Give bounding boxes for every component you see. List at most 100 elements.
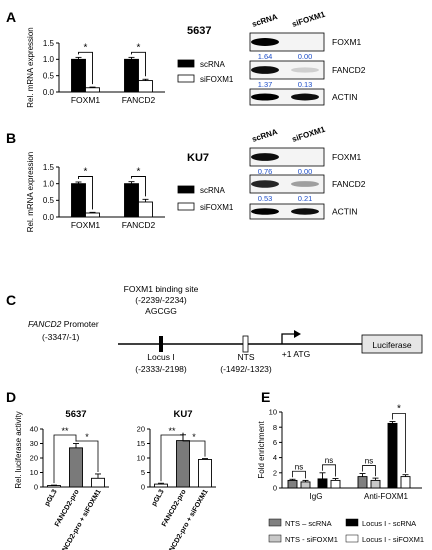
significance-label: ns xyxy=(295,462,303,471)
promoter-diagram: FOXM1 binding site (-2239/-2234) AGCGG F… xyxy=(28,284,423,374)
blot-row-label: ACTIN xyxy=(332,207,358,217)
significance-bracket xyxy=(292,470,306,479)
y-tick-label: 0 xyxy=(34,483,38,492)
blot-band xyxy=(291,93,319,101)
y-tick-label: 20 xyxy=(137,425,145,434)
significance-bracket xyxy=(131,176,146,197)
y-tick-label: 0.5 xyxy=(43,71,55,80)
blot-strip xyxy=(249,60,325,80)
bar-scrna xyxy=(71,183,86,218)
y-tick-label: 20 xyxy=(30,454,38,463)
blot-quantification: 0.13 xyxy=(298,80,313,89)
blot-quantification: 0.21 xyxy=(298,194,313,203)
blot-band xyxy=(291,181,319,187)
blot-band xyxy=(251,208,279,215)
binding-site-sequence: AGCGG xyxy=(145,306,177,316)
y-tick-label: 2 xyxy=(273,468,277,477)
binding-site-title: FOXM1 binding site xyxy=(124,284,199,294)
blot-quantification: 0.00 xyxy=(298,52,313,61)
x-tick-label: pGL3 xyxy=(44,488,59,507)
legend-swatch-locus-scrna xyxy=(345,518,359,527)
legend-label-nts-sifoxm1: NTS - siFOXM1 xyxy=(285,535,338,544)
tss-arrowhead-icon xyxy=(294,330,301,338)
blot-quantification: 1.64 xyxy=(258,52,273,61)
significance-bracket xyxy=(78,51,93,85)
blot-strip xyxy=(249,203,325,220)
legend-swatch-scrna xyxy=(177,185,195,194)
legend-swatch-nts-sifoxm1 xyxy=(268,534,282,543)
lane-label: siFOXM1 xyxy=(291,10,327,29)
panel-b-western-blot: scRNA siFOXM1 FOXM1 0.76 0.00 FANCD2 0.53 0.21 A… xyxy=(249,125,366,220)
panel-b-legend: scRNA siFOXM1 xyxy=(177,185,234,212)
legend-label-locus-sifoxm1: Locus I - siFOXM1 xyxy=(362,535,424,544)
blot-row-label: ACTIN xyxy=(332,92,358,102)
panel-e-letter: E xyxy=(261,389,270,405)
legend-swatch-locus-sifoxm1 xyxy=(345,534,359,543)
bar-sifoxm1 xyxy=(138,80,153,93)
bar-scrna xyxy=(124,58,139,93)
blot-band xyxy=(251,93,279,101)
blot-row-label: FOXM1 xyxy=(332,37,362,47)
legend-label-scrna: scRNA xyxy=(200,186,226,195)
x-tick-label: pGL3 xyxy=(151,488,166,507)
blot-quantification: 0.76 xyxy=(258,167,273,176)
luciferase-label: Luciferase xyxy=(372,340,411,350)
promoter-gene-name: FANCD2 xyxy=(28,319,62,329)
bar-luciferase xyxy=(198,459,212,488)
panel-b-chart: 0.0 0.5 1.0 1.5 Rel. mRNA expression FOXM1 * FA… xyxy=(26,152,165,232)
significance-label: ** xyxy=(61,426,69,436)
significance-label: * xyxy=(84,42,88,53)
blot-band xyxy=(251,180,279,188)
x-tick-label: FANCD2 xyxy=(122,220,156,230)
locus-i-range: (-2333/-2198) xyxy=(135,364,187,374)
y-tick-label: 8 xyxy=(273,423,277,432)
blot-strip xyxy=(249,88,325,106)
y-axis-label: Rel. mRNA expression xyxy=(26,152,35,232)
legend-swatch-sifoxm1 xyxy=(177,74,195,83)
bar-luciferase xyxy=(154,483,168,488)
panel-a-legend: scRNA siFOXM1 xyxy=(177,59,234,84)
bar-scrna xyxy=(124,183,139,218)
chart-title: KU7 xyxy=(173,409,192,420)
lane-label: scRNA xyxy=(251,127,279,144)
bar-sifoxm1 xyxy=(85,87,100,93)
bar-enrichment xyxy=(300,481,311,489)
y-tick-label: 0.0 xyxy=(43,88,55,97)
legend-label-sifoxm1: siFOXM1 xyxy=(200,75,234,84)
tss-arrow-icon xyxy=(281,333,296,344)
panel-e-legend: NTS – scRNA Locus I - scRNA NTS - siFOXM… xyxy=(268,518,424,544)
chart-title: 5637 xyxy=(65,409,86,420)
atg-label: +1 ATG xyxy=(282,349,310,359)
bar-enrichment xyxy=(370,479,381,489)
x-tick-label: FANCD2 xyxy=(122,95,156,105)
blot-band xyxy=(251,38,279,46)
locus-i-marker xyxy=(159,336,163,352)
bar-luciferase xyxy=(47,485,61,488)
blot-row-label: FANCD2 xyxy=(332,179,366,189)
y-axis-label: Fold enrichment xyxy=(257,421,266,479)
legend-label-scrna: scRNA xyxy=(200,60,226,69)
nts-marker xyxy=(242,335,249,353)
y-axis-label: Rel. mRNA expression xyxy=(26,27,35,107)
blot-quantification: 0.00 xyxy=(298,167,313,176)
bar-scrna xyxy=(71,58,86,93)
legend-label-sifoxm1: siFOXM1 xyxy=(200,203,234,212)
significance-bracket xyxy=(131,51,146,77)
promoter-suffix: Promoter xyxy=(61,319,98,329)
legend-swatch-nts-scrna xyxy=(268,518,282,527)
panel-a-western-blot: scRNA siFOXM1 FOXM1 1.64 0.00 FANCD2 1.37 0.13 A… xyxy=(249,10,366,106)
y-tick-label: 0.0 xyxy=(43,213,55,222)
y-tick-label: 6 xyxy=(273,438,277,447)
bar-enrichment xyxy=(330,479,341,489)
panel-b-cell-line: KU7 xyxy=(187,152,209,164)
y-tick-label: 0 xyxy=(141,483,145,492)
legend-label-nts-scrna: NTS – scRNA xyxy=(285,519,332,528)
y-tick-label: 1.0 xyxy=(43,179,55,188)
y-tick-label: 4 xyxy=(273,453,277,462)
y-tick-label: 10 xyxy=(269,408,277,417)
blot-band xyxy=(291,67,319,73)
